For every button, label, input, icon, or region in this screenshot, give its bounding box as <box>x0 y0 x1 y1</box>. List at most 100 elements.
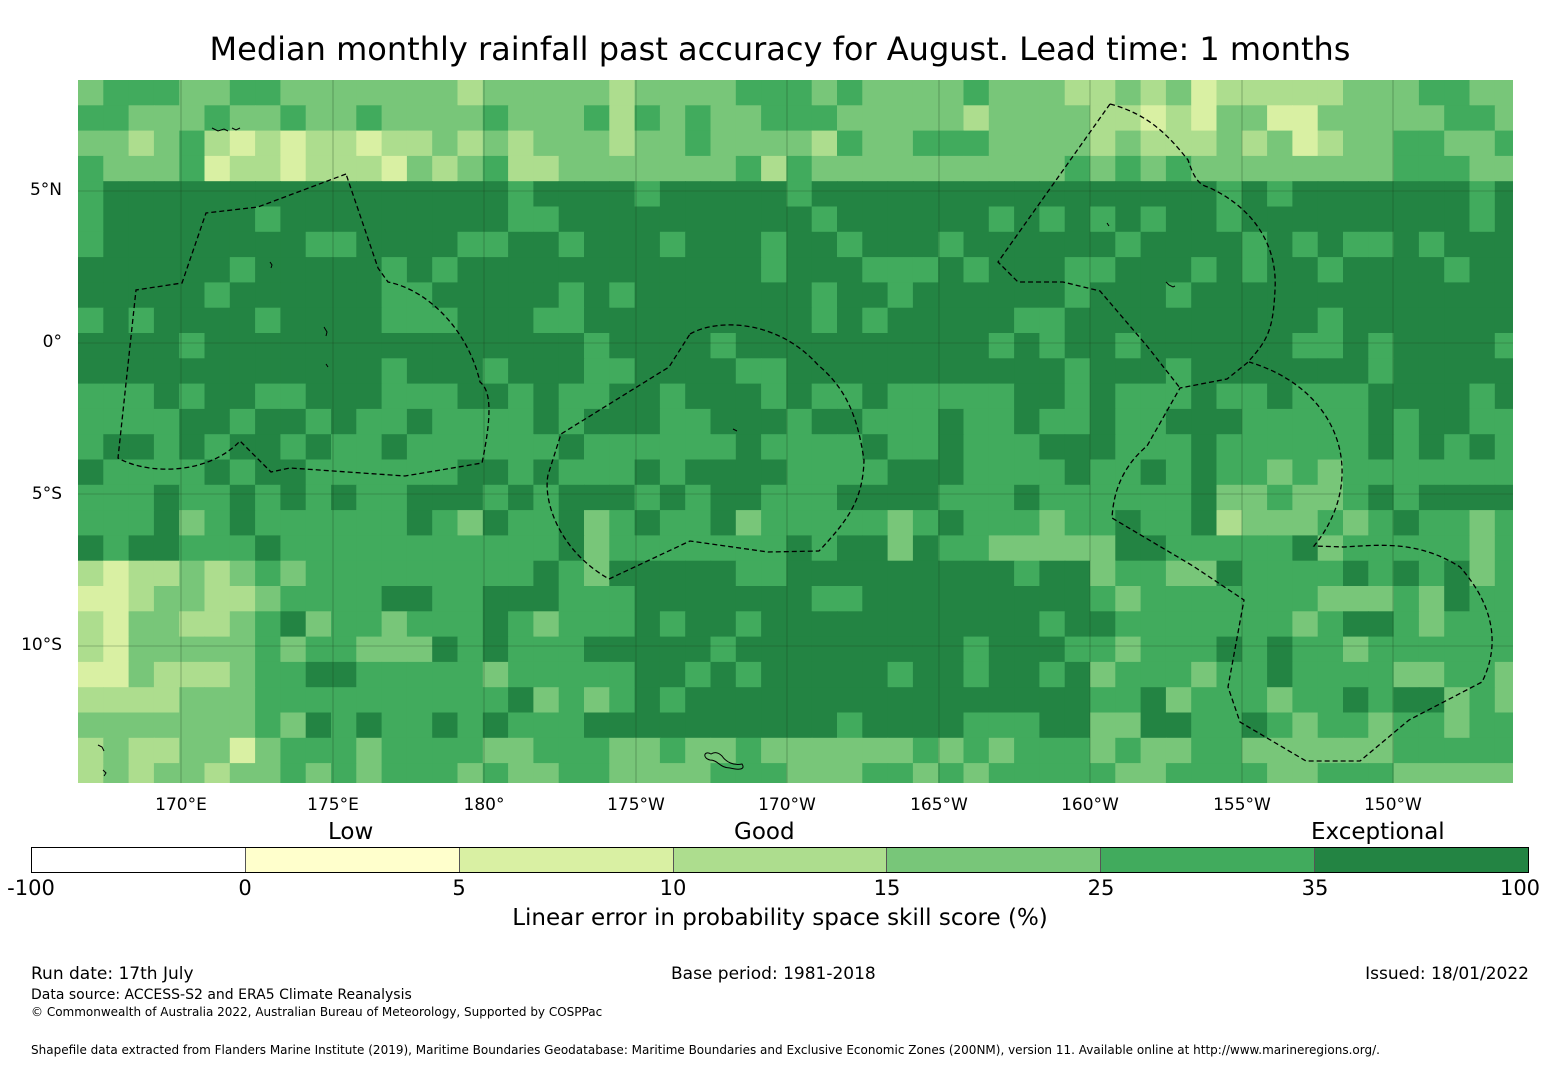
grid-cell <box>153 636 180 663</box>
colorbar-bin <box>673 848 888 872</box>
grid-cell <box>1267 257 1293 283</box>
grid-cell <box>255 535 281 562</box>
grid-cell <box>761 130 787 157</box>
grid-cell <box>786 333 813 359</box>
grid-cell <box>887 282 914 309</box>
grid-cell <box>988 586 1015 612</box>
grid-cell <box>1191 661 1218 688</box>
grid-cell <box>1418 560 1445 587</box>
grid-cell <box>78 181 104 208</box>
grid-cell <box>432 611 459 638</box>
grid-cell <box>229 712 256 739</box>
grid-cell <box>1115 510 1142 536</box>
grid-cell <box>1191 687 1218 714</box>
grid-cell <box>533 358 560 385</box>
grid-cell <box>584 383 610 410</box>
grid-cell <box>558 484 585 511</box>
grid-cell <box>609 408 636 435</box>
grid-cell <box>1267 333 1293 359</box>
grid-cell <box>533 257 560 283</box>
colorbar-title: Linear error in probability space skill … <box>512 905 1048 931</box>
grid-cell <box>128 687 155 714</box>
grid-cell <box>1292 611 1319 638</box>
grid-cell <box>837 80 863 106</box>
grid-cell <box>1064 510 1091 536</box>
grid-cell <box>862 434 889 461</box>
grid-cell <box>78 80 104 106</box>
grid-cell <box>1191 586 1218 612</box>
grid-cell <box>229 231 256 258</box>
grid-cell <box>1444 155 1471 182</box>
grid-cell <box>533 206 560 233</box>
grid-cell <box>558 231 585 258</box>
grid-cell <box>482 282 509 309</box>
grid-cell <box>710 307 737 334</box>
grid-cell <box>381 307 408 334</box>
grid-cell <box>1014 257 1040 283</box>
grid-cell <box>1115 560 1142 587</box>
grid-cell <box>1469 206 1496 233</box>
grid-cell <box>457 358 484 385</box>
grid-cell <box>1165 687 1192 714</box>
grid-cell <box>432 763 459 783</box>
grid-cell <box>1090 333 1116 359</box>
grid-cell <box>1241 712 1268 739</box>
grid-cell <box>381 383 408 410</box>
grid-cell <box>1292 408 1319 435</box>
grid-cell <box>1317 661 1344 688</box>
grid-cell <box>1418 333 1445 359</box>
grid-cell <box>280 358 307 385</box>
grid-cell <box>78 105 104 132</box>
grid-cell <box>887 358 914 385</box>
grid-cell <box>305 636 332 663</box>
grid-cell <box>1014 130 1040 157</box>
grid-cell <box>305 307 332 334</box>
grid-cell <box>1014 333 1040 359</box>
grid-cell <box>685 510 712 536</box>
grid-cell <box>988 206 1015 233</box>
grid-cell <box>1343 560 1369 587</box>
grid-cell <box>912 408 939 435</box>
grid-cell <box>1191 155 1218 182</box>
grid-cell <box>356 535 383 562</box>
grid-cell <box>659 282 686 309</box>
grid-cell <box>1216 206 1243 233</box>
grid-cell <box>1343 535 1369 562</box>
grid-cell <box>685 636 712 663</box>
grid-cell <box>78 484 104 511</box>
grid-cell <box>331 333 357 359</box>
grid-cell <box>432 687 459 714</box>
grid-cell <box>1267 712 1293 739</box>
grid-cell <box>153 459 180 486</box>
grid-cell <box>811 737 838 764</box>
grid-cell <box>988 661 1015 688</box>
grid-cell <box>482 687 509 714</box>
grid-cell <box>406 661 433 688</box>
grid-cell <box>887 560 914 587</box>
grid-cell <box>1317 510 1344 536</box>
grid-cell <box>1267 307 1293 334</box>
grid-cell <box>78 408 104 435</box>
grid-cell <box>305 206 332 233</box>
grid-cell <box>508 80 534 106</box>
grid-cell <box>533 105 560 132</box>
grid-cell <box>482 611 509 638</box>
grid-cell <box>229 80 256 106</box>
grid-cell <box>128 535 155 562</box>
grid-cell <box>634 333 661 359</box>
grid-cell <box>1368 535 1395 562</box>
grid-cell <box>761 535 787 562</box>
grid-cell <box>609 155 636 182</box>
grid-cell <box>1292 535 1319 562</box>
grid-cell <box>837 636 863 663</box>
grid-cell <box>584 510 610 536</box>
grid-cell <box>1444 181 1471 208</box>
grid-cell <box>761 459 787 486</box>
grid-cell <box>609 282 636 309</box>
grid-cell <box>406 763 433 783</box>
grid-cell <box>280 105 307 132</box>
grid-cell <box>887 459 914 486</box>
grid-cell <box>837 257 863 283</box>
grid-cell <box>1064 333 1091 359</box>
grid-cell <box>1241 737 1268 764</box>
